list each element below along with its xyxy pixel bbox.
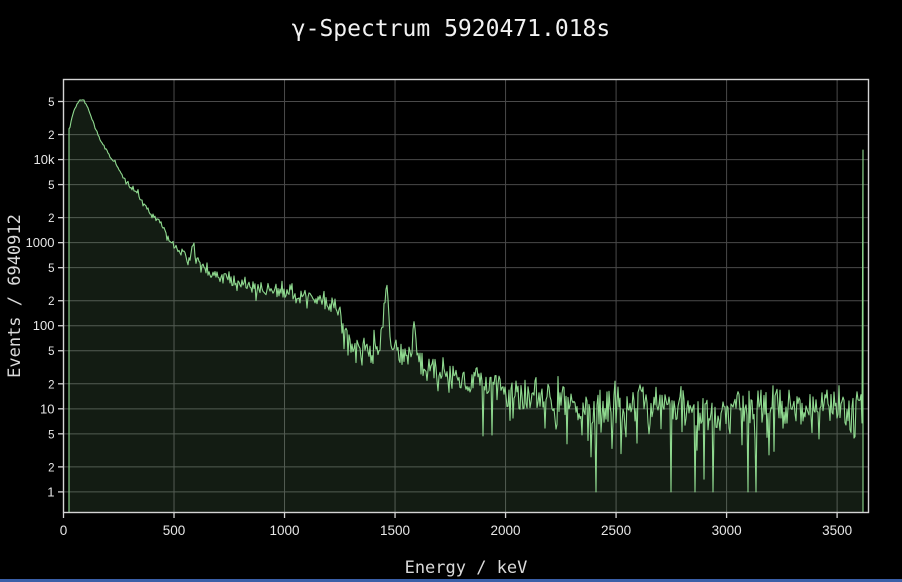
y-tick-label: 5 — [48, 429, 54, 441]
y-tick-label: 2 — [48, 296, 54, 308]
y-tick-label: 5 — [48, 180, 54, 192]
spectrum-trace — [68, 99, 864, 513]
y-tick-label: 2 — [48, 213, 54, 225]
taskbar-edge — [0, 579, 902, 582]
y-tick-label: 1000 — [26, 235, 55, 250]
x-axis-title: Energy / keV — [404, 558, 528, 578]
y-tick-label: 10 — [40, 401, 54, 416]
y-axis-title: Events / 6940912 — [5, 214, 25, 378]
y-tick-label: 5 — [48, 346, 54, 358]
plot-border — [62, 78, 870, 514]
x-tick-label: 2000 — [491, 523, 521, 538]
y-tick-label: 2 — [48, 130, 54, 142]
x-tick-label: 1000 — [270, 523, 300, 538]
spectrum-area-fill — [69, 99, 863, 513]
y-tick-label: 5 — [48, 263, 54, 275]
x-tick-label: 3000 — [712, 523, 742, 538]
y-tick-label: 10k — [34, 152, 55, 167]
y-tick-label: 2 — [48, 462, 54, 474]
y-tick-label: 100 — [33, 318, 55, 333]
x-tick-label: 500 — [163, 523, 186, 538]
x-tick-label: 0 — [60, 523, 68, 538]
y-tick-label: 2 — [48, 379, 54, 391]
chart-title: γ-Spectrum 5920471.018s — [291, 16, 611, 42]
x-tick-label: 3500 — [822, 523, 852, 538]
y-tick-label: 1 — [47, 484, 54, 499]
x-tick-label: 2500 — [601, 523, 631, 538]
y-tick-label: 5 — [48, 97, 54, 109]
x-tick-label: 1500 — [380, 523, 410, 538]
